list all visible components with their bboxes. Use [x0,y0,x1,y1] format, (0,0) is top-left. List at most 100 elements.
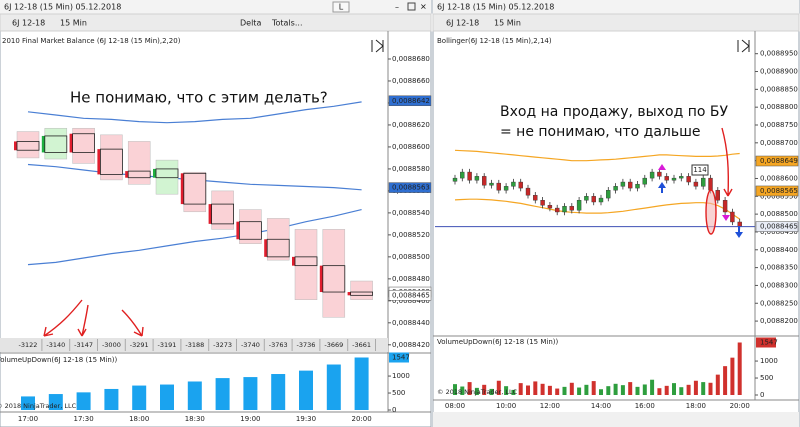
candle-body [569,206,574,211]
y-tick-label: 0,0088400 [760,246,798,254]
toolbar-totals[interactable]: Totals... [271,19,302,28]
volume-bar [577,387,582,395]
close[interactable]: ✕ [420,3,427,12]
x-tick-label: 10:00 [496,402,516,410]
volume-bar [215,378,230,410]
y-tick-label: 1000 [760,357,778,365]
cluster-range [155,159,179,195]
volume-bar [562,386,567,395]
cluster-range [239,209,262,244]
volume-bar [453,384,457,395]
y-tick-label: 0,0088500 [392,253,430,261]
right-plot: Bollinger(6J 12-18 (15 Min),2,14) Вход на… [435,37,755,396]
value-marker [389,352,409,363]
delta-value: -3188 [185,341,204,349]
candle-body [511,181,516,187]
candle-body [562,206,567,213]
indicator-line [27,209,362,266]
y-tick-label: 0,0088950 [760,50,798,58]
y-tick-label: 0,0088620 [392,121,430,129]
volume-bar [555,388,560,395]
cluster-body [264,239,268,257]
volume-bar [533,381,538,395]
y-tick-label: 0,0088550 [760,192,798,200]
toolbar-interval[interactable]: 15 Min [60,19,87,28]
volume-bar [511,389,516,395]
scroll-icon[interactable] [737,39,750,53]
volume-bar [730,357,735,395]
toolbar-instrument[interactable]: 6J 12-18 [446,19,479,28]
candle-body [525,187,531,196]
volume-bar [504,386,509,395]
annotation-text: = не понимаю, что дальше [500,124,701,140]
candle-body [591,196,596,203]
scroll-icon[interactable] [371,39,384,53]
y-tick-label: 0 [392,406,396,414]
y-tick-label: 0,0088500 [760,210,798,218]
minimize[interactable]: – [395,3,399,12]
volume-bar [584,384,589,395]
price-marker [388,182,432,193]
cluster-range [183,171,207,213]
delta-value: -3740 [241,341,260,349]
volume-bar [354,357,369,410]
x-tick-label: 08:00 [445,402,465,410]
volume-bar [526,385,530,395]
cluster-close [183,172,207,205]
tag-box [691,164,709,176]
copyright: © 2018 NinjaTrader, LLC [0,402,77,410]
cluster-body [180,173,184,205]
button-label[interactable]: L [339,3,344,12]
candle-body [555,207,560,213]
window-title: 6J 12-18 (15 Min) 05.12.2018 [4,3,121,12]
price-marker [755,155,799,167]
price-marker-label: 0,0088465 [760,223,798,231]
candle-body [533,195,538,201]
volume-bar [599,389,603,395]
annotation-text: Вход на продажу, выход по БУ [500,104,728,120]
volume-bar [569,382,574,395]
volume-bar [76,392,91,410]
entry-marker [658,164,666,170]
volume-bar [547,385,552,395]
cluster-close [44,135,68,153]
y-tick-label: 0,0088800 [760,103,798,111]
cluster-range [44,127,68,160]
cluster-range [127,141,151,185]
y-tick-label: 0,0088440 [392,319,430,327]
delta-value: -3122 [19,341,38,349]
toolbar-delta[interactable]: Delta [240,19,261,28]
candle-body [496,182,501,191]
price-marker [755,221,799,232]
candle-body [664,176,669,181]
cluster-body [97,149,101,175]
buy-arrow [735,226,743,238]
candle-body [722,200,728,213]
button[interactable] [332,1,350,13]
x-tick-label: 18:00 [129,415,149,423]
indicator-label: 2010 Final Market Balance (6J 12-18 (15 … [2,37,181,45]
price-marker-label: 0,0088565 [760,187,798,195]
candle-body [482,176,487,186]
cluster-close [350,291,374,296]
cluster-close [238,221,262,240]
candle-body [693,181,699,187]
cluster-body [347,292,351,296]
buy-arrow [658,182,666,193]
indicator-label: Bollinger(6J 12-18 (15 Min),2,14) [437,37,552,45]
maximize[interactable] [407,2,416,11]
volume-bar [48,394,63,410]
indicator-label: VolumeUpDown(6J 12-18 (15 Min)) [0,356,117,364]
delta-value: -3763 [269,341,288,349]
cluster-close [16,141,40,151]
toolbar-instrument[interactable]: 6J 12-18 [12,19,45,28]
candle-body [657,171,662,177]
tag-label: 114 [693,166,707,174]
volume-bar [606,386,611,395]
x-tick-label: 18:00 [686,402,706,410]
candle-body [628,181,633,189]
toolbar-interval[interactable]: 15 Min [494,19,521,28]
cluster-body [208,204,212,224]
trade-markers [658,164,743,238]
x-tick-label: 14:00 [591,402,611,410]
